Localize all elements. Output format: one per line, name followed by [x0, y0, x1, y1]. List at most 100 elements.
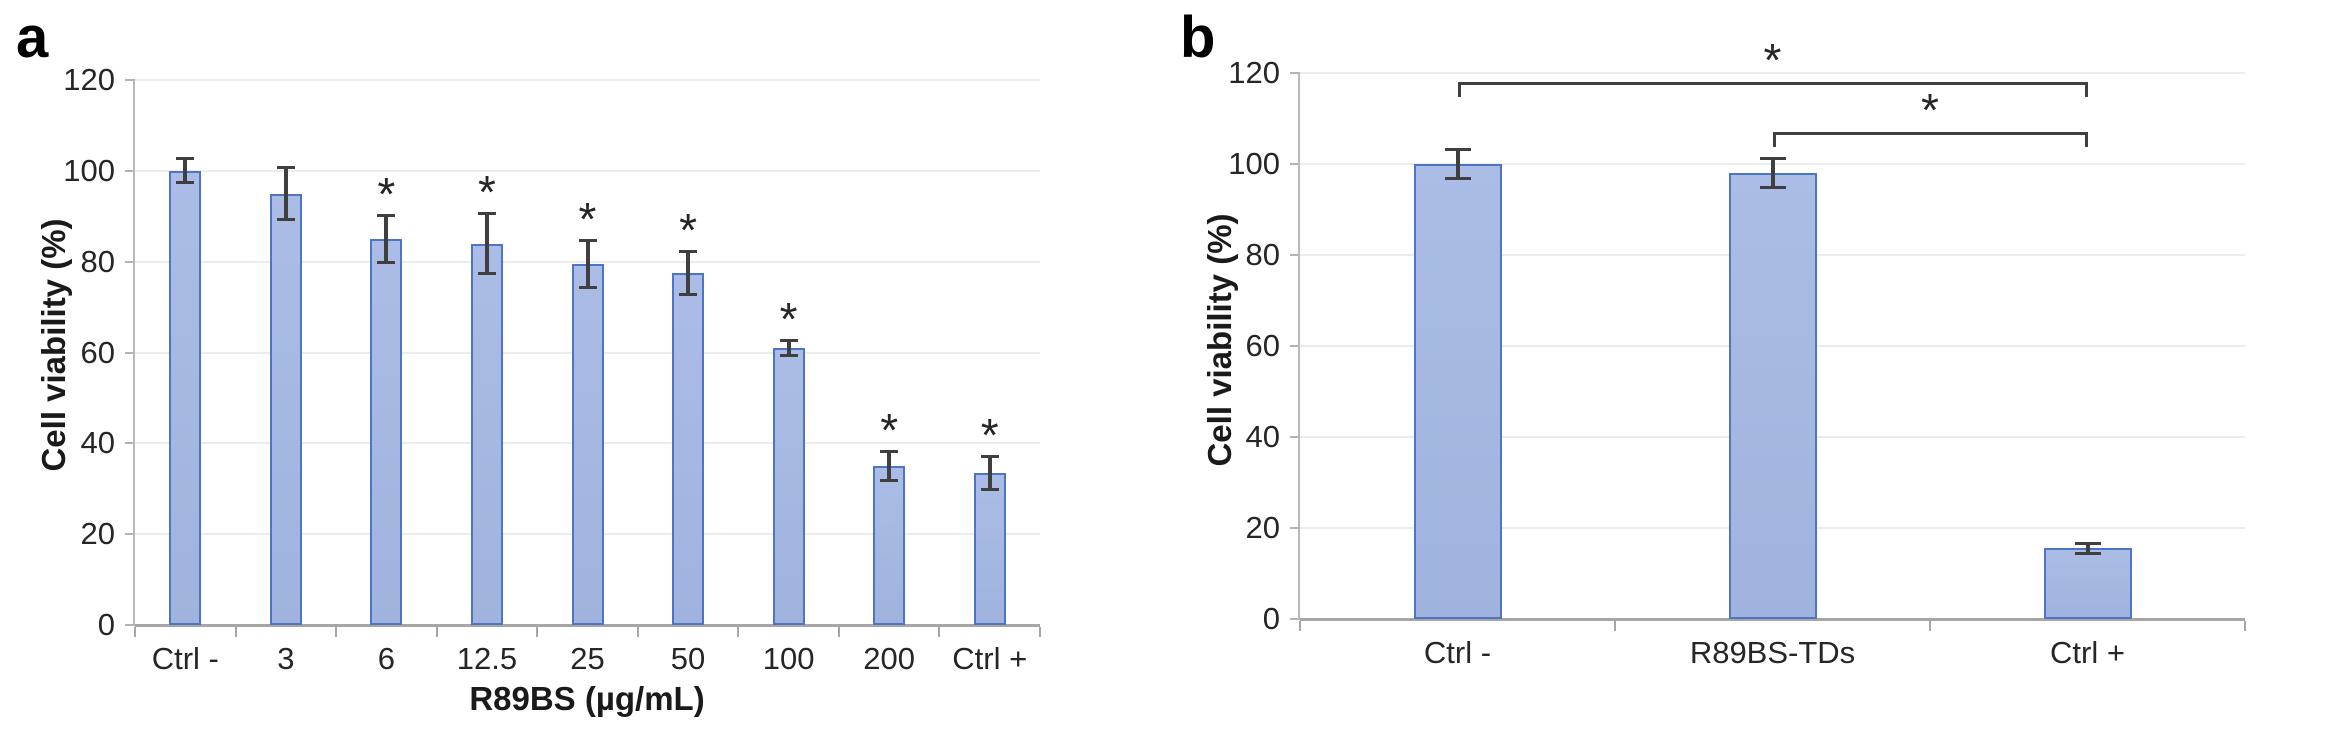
x-tick-label: Ctrl - [151, 641, 219, 676]
significance-asterisk: * [1921, 84, 1939, 137]
x-axis-tick [938, 627, 941, 637]
x-tick-label: 12.5 [456, 641, 518, 676]
error-bar-bottom-cap [779, 354, 798, 358]
x-axis-tick [837, 627, 840, 637]
gridline [135, 79, 1040, 81]
error-bar-stem [686, 250, 691, 296]
error-bar [477, 211, 496, 276]
y-tick-label: 40 [80, 425, 115, 461]
error-bar-stem [987, 454, 992, 492]
y-axis-tick [1290, 436, 1300, 438]
bar [672, 273, 705, 625]
x-axis-tick [636, 627, 639, 637]
error-bar [880, 450, 899, 482]
significance-bracket [1772, 132, 2088, 148]
error-bar-bottom-cap [1444, 176, 1471, 180]
y-tick-label: 0 [1262, 601, 1280, 636]
panel-a-plot-area: 0 20 40 60 80 100 120 Ctrl - 3 * 6 * 12.5 * 25 * 50 * 100 *… [63, 62, 1041, 676]
panel-b-letter: b [1180, 5, 1216, 70]
error-bar [1444, 148, 1471, 180]
error-bar-bottom-cap [377, 260, 396, 264]
error-bar-bottom-cap [880, 478, 899, 482]
x-axis-tick [1614, 621, 1616, 631]
y-axis-tick [125, 79, 135, 81]
y-tick-label: 20 [80, 516, 115, 552]
significance-asterisk: * [679, 204, 697, 257]
bar [1413, 164, 1502, 619]
x-tick-label: 50 [670, 641, 706, 676]
x-tick-label: 3 [277, 641, 295, 676]
y-axis-line [133, 80, 135, 625]
x-axis-tick [536, 627, 539, 637]
significance-asterisk: * [578, 192, 597, 245]
error-bar [1759, 157, 1786, 190]
error-bar-bottom-cap [578, 285, 597, 289]
y-tick-label: 120 [1228, 55, 1280, 90]
error-bar-bottom-cap [1759, 186, 1786, 190]
y-axis-tick [1290, 254, 1300, 256]
error-bar-bottom-cap [980, 488, 999, 492]
error-bar-stem [1770, 157, 1775, 190]
significance-asterisk: * [980, 408, 999, 461]
significance-bracket [1457, 82, 2088, 98]
y-axis-line [1298, 73, 1300, 619]
bar [169, 170, 202, 625]
panel-a-letter: a [16, 5, 49, 70]
x-tick-label: R89BS-TDs [1689, 635, 1856, 670]
bar [2043, 548, 2132, 619]
x-axis-tick [435, 627, 438, 637]
x-axis-line [135, 624, 1040, 627]
x-tick-label: Ctrl + [2050, 635, 2125, 670]
y-axis-tick [125, 260, 135, 263]
y-tick-label: 60 [80, 334, 115, 370]
x-tick-label: 100 [762, 641, 815, 676]
x-axis-tick [234, 627, 237, 637]
x-tick-label: Ctrl + [952, 641, 1028, 676]
bar [470, 243, 503, 625]
x-tick-label: Ctrl - [1423, 635, 1492, 670]
error-bar [2074, 541, 2101, 556]
bar [873, 466, 906, 625]
x-axis-tick [134, 627, 136, 637]
x-axis-tick [1929, 621, 1931, 631]
error-bar [276, 166, 295, 221]
error-bar-bottom-cap [477, 272, 496, 276]
gridline [1300, 72, 2245, 74]
x-axis-tick [1299, 621, 1301, 631]
x-axis-tick [2244, 621, 2246, 631]
error-bar [377, 213, 396, 264]
error-bar-stem [786, 338, 791, 358]
y-axis-tick [125, 533, 135, 536]
error-bar-bottom-cap [176, 181, 195, 185]
error-bar-bottom-cap [679, 292, 698, 296]
significance-asterisk: * [779, 292, 798, 345]
significance-asterisk: * [880, 404, 899, 457]
y-tick-label: 80 [80, 243, 115, 279]
y-axis-tick [125, 169, 135, 172]
significance-asterisk: * [477, 165, 496, 218]
error-bar [779, 338, 798, 358]
bar [1728, 173, 1817, 619]
error-bar-stem [585, 238, 590, 289]
x-tick-label: 25 [570, 641, 605, 676]
bar [772, 347, 805, 625]
bar [269, 193, 302, 625]
error-bar-bottom-cap [2074, 552, 2101, 556]
y-axis-tick [1290, 163, 1300, 165]
y-tick-label: 120 [63, 62, 115, 97]
error-bar-stem [2085, 541, 2090, 556]
y-axis-tick [125, 442, 135, 445]
y-tick-label: 60 [1245, 328, 1280, 363]
y-tick-label: 20 [1245, 510, 1280, 545]
y-axis-tick [125, 624, 135, 626]
x-axis-tick [737, 627, 740, 637]
x-axis-tick [335, 627, 338, 637]
y-tick-label: 0 [97, 607, 115, 642]
y-axis-tick [125, 351, 135, 354]
error-bar [578, 238, 597, 289]
significance-asterisk: * [377, 167, 396, 220]
error-bar-stem [1455, 148, 1460, 180]
error-bar [980, 454, 999, 492]
panel-b-plot-area: 0 20 40 60 80 100 120 Ctrl - R89BS-TDs Ctrl + * * [1228, 37, 2246, 670]
error-bar-stem [183, 157, 188, 185]
